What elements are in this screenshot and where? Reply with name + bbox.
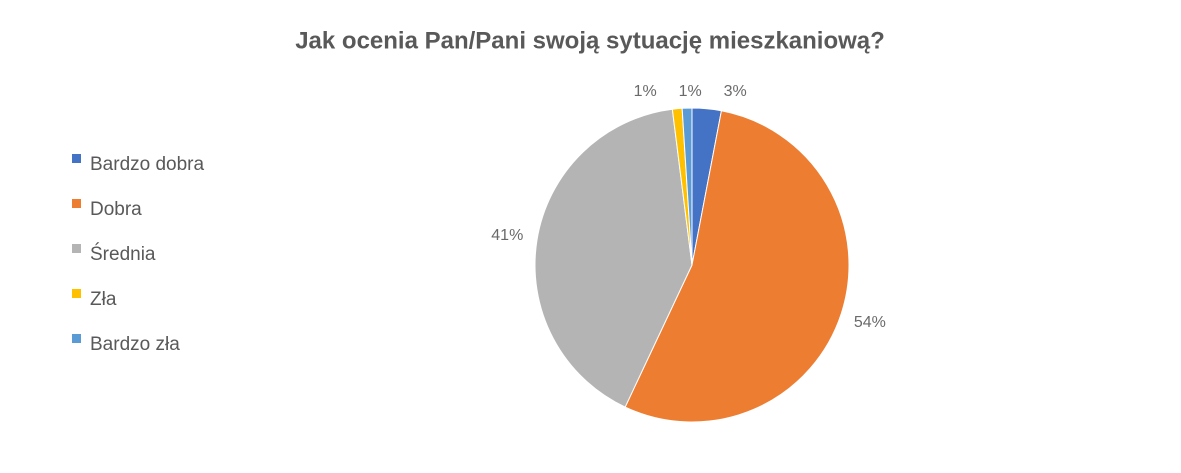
data-label: 54% (854, 314, 886, 331)
pie-slice (534, 108, 693, 408)
data-label: 1% (634, 83, 657, 100)
chart-title: Jak ocenia Pan/Pani swoją sytuację miesz… (295, 27, 885, 54)
legend-swatch (72, 154, 81, 163)
legend-label: Zła (90, 289, 117, 310)
pie-slice (681, 107, 693, 266)
legend-swatch (72, 244, 81, 253)
legend-label: Średnia (90, 243, 156, 265)
legend-label: Bardzo zła (90, 334, 180, 355)
data-label: 3% (724, 83, 747, 100)
pie-slice (624, 110, 850, 423)
legend-swatch (72, 199, 81, 208)
legend-label: Bardzo dobra (90, 154, 205, 175)
legend-label: Dobra (90, 199, 142, 220)
legend-swatch (72, 334, 81, 343)
data-label: 1% (679, 83, 702, 100)
data-label: 41% (491, 227, 523, 244)
legend-swatch (72, 289, 81, 298)
